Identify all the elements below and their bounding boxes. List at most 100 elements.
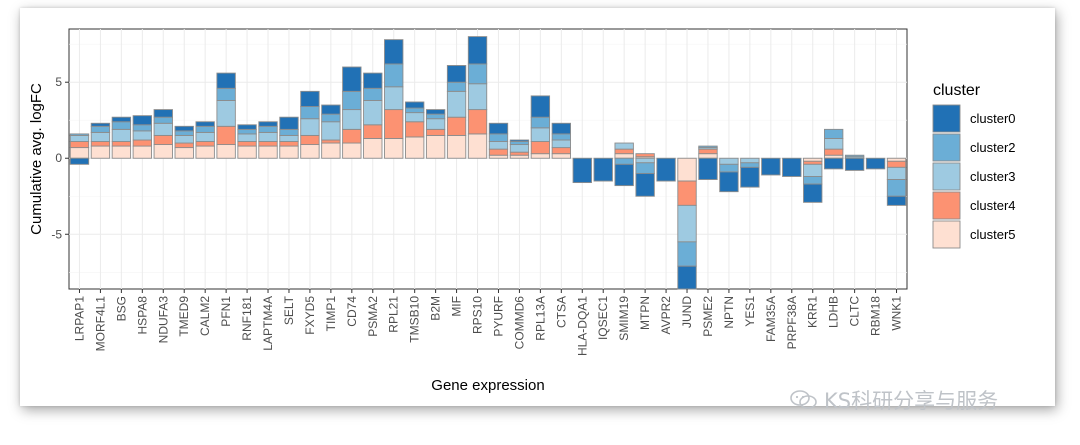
x-tick-label: JUND	[680, 296, 694, 328]
bar-segment-cluster4	[363, 124, 383, 139]
bar-segment-cluster0	[509, 139, 530, 142]
bar-segment-cluster2	[719, 163, 739, 173]
x-tick-label: PSMA2	[366, 296, 380, 337]
bar-segment-cluster0	[132, 115, 152, 126]
bar-segment-cluster2	[467, 63, 488, 85]
legend: cluster cluster0 cluster2 cluster3 cluster4…	[932, 82, 1016, 249]
bar-segment-cluster5	[69, 147, 90, 159]
x-tick-label: YES1	[743, 296, 757, 327]
bar-segment-cluster0	[844, 157, 865, 171]
x-tick-label: PFN1	[219, 296, 233, 327]
bar-segment-cluster4	[300, 134, 320, 146]
bar-segment-cluster0	[488, 122, 509, 135]
bar-segment-cluster3	[153, 122, 173, 136]
x-tick-label: CALM2	[198, 296, 212, 336]
bar-segment-cluster5	[216, 144, 236, 159]
bar-segment-cluster2	[111, 121, 132, 130]
x-tick-label: RPS10	[471, 296, 485, 334]
legend-label-cluster0: cluster0	[970, 111, 1016, 126]
bar-segment-cluster2	[405, 107, 425, 114]
bar-segment-cluster0	[761, 157, 781, 176]
bar-segment-cluster3	[886, 166, 907, 180]
grid	[69, 29, 907, 289]
bar-segment-cluster5	[174, 147, 194, 159]
bar-segment-cluster0	[614, 163, 634, 187]
bar-segment-cluster3	[405, 112, 425, 123]
bar-segment-cluster5	[153, 144, 173, 159]
bar-segment-cluster4	[174, 142, 194, 149]
y-tick-label: 5	[55, 75, 62, 89]
y-axis: -5 0 5	[51, 75, 69, 241]
bar-segment-cluster2	[174, 130, 194, 136]
x-tick-label: HLA-DQA1	[575, 296, 589, 356]
bar-segment-cluster5	[405, 136, 425, 159]
bar-segment-cluster0	[69, 157, 90, 165]
bar-segment-cluster0	[153, 109, 173, 118]
bar-segment-cluster5	[195, 145, 215, 159]
bar-segment-cluster3	[363, 100, 383, 126]
bar-segment-cluster2	[90, 125, 111, 133]
bar-segment-cluster2	[844, 154, 865, 158]
bar-segment-cluster0	[363, 72, 383, 89]
bar-segment-cluster2	[216, 87, 236, 101]
bar-segment-cluster4	[69, 141, 90, 149]
bar-segment-cluster4	[614, 148, 634, 155]
x-tick-label: MTPN	[638, 296, 652, 330]
bar-segment-cluster2	[509, 141, 530, 146]
x-tick-label: FAM35A	[764, 296, 778, 342]
bar-segment-cluster0	[425, 109, 446, 115]
bar-segment-cluster2	[425, 113, 446, 120]
bar-segment-cluster0	[530, 95, 551, 118]
x-axis-label: Gene expression	[431, 377, 544, 394]
legend-swatch-cluster3	[932, 162, 961, 191]
bar-segment-cluster4	[342, 128, 362, 144]
bar-segment-cluster2	[279, 128, 299, 136]
bar-segment-cluster3	[740, 157, 760, 164]
x-tick-label: HSPA8	[135, 296, 149, 335]
bar-segment-cluster2	[530, 116, 551, 129]
bar-segment-cluster2	[551, 133, 571, 141]
bar-segment-cluster4	[635, 153, 655, 158]
y-tick-label: 0	[55, 151, 62, 165]
bar-segment-cluster3	[509, 144, 530, 153]
x-tick-label: LRPAP1	[72, 296, 86, 341]
bar-segment-cluster0	[656, 157, 676, 182]
x-tick-label: FXYD5	[303, 296, 317, 335]
x-tick-label: WNK1	[890, 296, 904, 331]
bar-segment-cluster4	[446, 116, 467, 136]
bar-segment-cluster5	[803, 157, 823, 162]
bar-segment-cluster3	[719, 157, 739, 165]
bar-segment-cluster2	[342, 90, 362, 111]
bar-segment-cluster0	[111, 116, 132, 123]
bar-segment-cluster4	[824, 148, 844, 156]
bar-segment-cluster0	[886, 195, 907, 206]
bar-segment-cluster2	[237, 128, 257, 135]
x-tick-label: AVPR2	[659, 296, 673, 335]
bar-segment-cluster2	[614, 157, 634, 165]
bar-segment-cluster4	[132, 139, 152, 147]
bar-segment-cluster5	[425, 134, 446, 159]
bar-segment-cluster0	[384, 39, 404, 65]
watermark: KS科研分享与服务	[790, 385, 1070, 415]
bar-segment-cluster0	[342, 66, 362, 92]
x-tick-label: B2M	[429, 296, 443, 321]
bar-segment-cluster3	[488, 141, 509, 150]
bar-segment-cluster4	[321, 139, 341, 144]
bar-segment-cluster4	[153, 134, 173, 146]
bar-segment-cluster2	[258, 125, 278, 133]
bar-segment-cluster0	[405, 101, 425, 109]
bar-segment-cluster4	[509, 151, 530, 156]
bar-segment-cluster3	[300, 118, 320, 136]
bar-segment-cluster2	[153, 116, 173, 124]
bar-segment-cluster4	[530, 141, 551, 155]
bar-segment-cluster5	[446, 134, 467, 159]
x-tick-label: MIF	[450, 296, 464, 317]
x-tick-label: CTSA	[554, 296, 568, 328]
bar-segment-cluster2	[321, 113, 341, 123]
bar-segment-cluster0	[635, 172, 655, 197]
bar-segment-cluster4	[237, 141, 257, 147]
legend-label-cluster5: cluster5	[970, 227, 1016, 242]
bar-segment-cluster4	[425, 128, 446, 136]
bar-segment-cluster0	[865, 157, 886, 170]
x-tick-label: PSME2	[701, 296, 715, 337]
